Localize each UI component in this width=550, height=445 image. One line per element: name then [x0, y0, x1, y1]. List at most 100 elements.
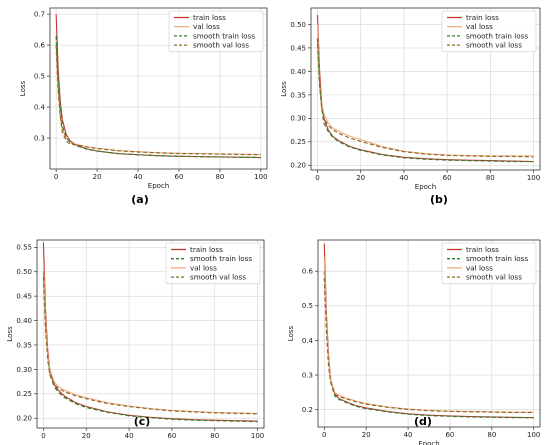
- x-tick-label: 60: [443, 174, 452, 182]
- x-tick-label: 80: [210, 432, 219, 440]
- y-tick-label: 0.2: [302, 406, 313, 414]
- plot-frame-b: [310, 7, 541, 171]
- x-tick-label: 80: [486, 174, 495, 182]
- legend-entry: val loss: [466, 22, 493, 31]
- legend-entry: smooth train loss: [466, 254, 528, 263]
- y-tick-label: 0.3: [302, 371, 313, 379]
- y-tick-label: 0.45: [290, 44, 306, 52]
- series-smooth-train-loss-d: [323, 271, 534, 419]
- y-tick-label: 0.35: [290, 91, 306, 99]
- legend-entry: train loss: [193, 13, 226, 22]
- y-tick-label: 0.25: [16, 390, 32, 398]
- legend-entry: smooth train loss: [190, 254, 252, 263]
- y-tick-label: 0.30: [290, 115, 306, 123]
- series-smooth-val-loss-b: [316, 43, 534, 158]
- grid-d: [318, 240, 540, 427]
- y-tick-label: 0.4: [302, 337, 314, 345]
- y-tick-label: 0.30: [16, 366, 32, 374]
- y-tick-label: 0.20: [290, 162, 306, 170]
- x-tick-label: 80: [215, 173, 224, 181]
- y-tick-label: 0.7: [34, 11, 45, 19]
- series-val-loss-c: [42, 261, 258, 414]
- x-tick-label: 100: [254, 173, 267, 181]
- series-smooth-train-loss-b: [316, 38, 534, 163]
- series-val-loss-a: [55, 38, 261, 155]
- y-tick-label: 0.6: [302, 268, 314, 276]
- panel-a-caption: (a): [131, 193, 149, 206]
- x-tick-label: 20: [362, 431, 371, 439]
- series-smooth-val-loss-c: [42, 276, 258, 415]
- legend-entry: val loss: [466, 263, 493, 272]
- chart-d: 0 20 40 60 80 100 0.2 0.3 0.4 0.5 0.6 Epoch Loss trai…: [287, 239, 541, 445]
- x-tick-label: 100: [527, 431, 540, 439]
- x-tick-label: 80: [487, 431, 496, 439]
- panel-c-caption: (c): [133, 415, 151, 428]
- legend-box: [168, 10, 264, 53]
- x-tick-label: 0: [322, 431, 326, 439]
- legend-box: [441, 10, 537, 53]
- panel-d-caption: (d): [414, 415, 432, 428]
- series-smooth-val-loss-d: [323, 278, 534, 414]
- legend-entry: smooth val loss: [190, 273, 246, 282]
- series-smooth-val-loss-a: [55, 45, 261, 156]
- panel-c: 0 20 40 60 80 100 0.20 0.25 0.30 0.35 0.40 0.45 0.50…: [0, 222, 275, 444]
- legend-entry: smooth val loss: [193, 41, 249, 50]
- y-tick-label: 0.4: [34, 103, 46, 111]
- legend-entry: smooth train loss: [193, 31, 255, 40]
- x-tick-label: 20: [356, 174, 365, 182]
- y-tick-label: 0.50: [290, 21, 306, 29]
- x-tick-label: 40: [134, 173, 143, 181]
- y-tick-label: 0.6: [34, 42, 46, 50]
- y-tick-label: 0.5: [34, 73, 45, 81]
- legend-entry: smooth val loss: [466, 41, 522, 50]
- x-axis-label-b: Epoch: [415, 183, 436, 191]
- y-tick-label: 0.25: [290, 138, 306, 146]
- y-tick-label: 0.55: [16, 244, 32, 252]
- panel-a: 0 20 40 60 80 100 0.3 0.4 0.5 0.6 0.7 Epoch Loss trai…: [0, 0, 275, 222]
- y-tick-label: 0.35: [16, 341, 32, 349]
- x-tick-label: 100: [527, 174, 540, 182]
- y-tick-label: 0.50: [16, 268, 32, 276]
- y-axis-label-c: Loss: [6, 326, 14, 342]
- x-tick-label: 20: [82, 432, 91, 440]
- y-axis-label-b: Loss: [280, 81, 288, 97]
- plot-frame-a: [49, 7, 268, 170]
- legend-entry: val loss: [190, 263, 217, 272]
- x-tick-label: 60: [175, 173, 184, 181]
- x-axis-label-d: Epoch: [418, 440, 439, 445]
- chart-a: 0 20 40 60 80 100 0.3 0.4 0.5 0.6 0.7 Epoch Loss trai…: [19, 7, 268, 190]
- panel-b-caption: (b): [430, 193, 448, 206]
- chart-b: 0 20 40 60 80 100 0.20 0.25 0.30 0.35 0.40 0.45 0.50…: [280, 7, 541, 191]
- series-smooth-train-loss-c: [42, 271, 258, 423]
- legend-entry: train loss: [190, 245, 223, 254]
- y-axis-label-a: Loss: [19, 80, 27, 96]
- y-tick-label: 0.5: [302, 302, 313, 310]
- plot-frame-d: [317, 239, 541, 428]
- legend-entry: smooth train loss: [466, 31, 528, 40]
- x-tick-label: 20: [93, 173, 102, 181]
- x-tick-label: 40: [125, 432, 134, 440]
- x-tick-label: 60: [445, 431, 454, 439]
- legend-entry: smooth val loss: [466, 273, 522, 282]
- x-tick-label: 0: [41, 432, 45, 440]
- panel-d: 0 20 40 60 80 100 0.2 0.3 0.4 0.5 0.6 Epoch Loss trai…: [275, 222, 550, 445]
- panel-b: 0 20 40 60 80 100 0.20 0.25 0.30 0.35 0.40 0.45 0.50…: [275, 0, 550, 222]
- y-tick-label: 0.3: [34, 134, 45, 142]
- legend-box: [165, 242, 261, 285]
- chart-c: 0 20 40 60 80 100 0.20 0.25 0.30 0.35 0.40 0.45 0.50…: [6, 239, 265, 440]
- y-tick-label: 0.40: [16, 317, 32, 325]
- x-axis-label-a: Epoch: [148, 182, 169, 190]
- x-tick-label: 100: [251, 432, 264, 440]
- y-axis-label-d: Loss: [287, 325, 295, 341]
- x-tick-label: 60: [167, 432, 176, 440]
- legend-box: [441, 242, 537, 285]
- x-tick-label: 0: [315, 174, 319, 182]
- x-tick-label: 40: [404, 431, 413, 439]
- legend-entry: train loss: [466, 13, 499, 22]
- x-tick-label: 40: [399, 174, 408, 182]
